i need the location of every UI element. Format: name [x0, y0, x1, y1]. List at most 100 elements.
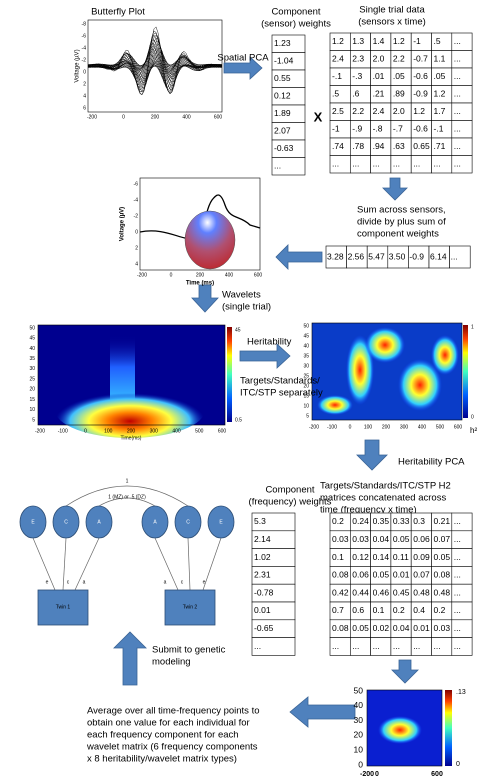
cell-text: 2.2 — [393, 54, 405, 64]
axis-label: Time(ms) — [121, 435, 142, 441]
y-tick-label: 25 — [29, 376, 35, 382]
y-tick-label: 20 — [354, 730, 364, 740]
cell-text: .5 — [332, 89, 339, 99]
colorbar-label: .13 — [456, 689, 466, 696]
y-tick-label: -2 — [134, 213, 139, 219]
table-header: Component — [265, 485, 314, 496]
cell-text: ... — [451, 251, 458, 261]
cell-text: 3.28 — [327, 251, 344, 261]
cell-text: 2.07 — [274, 126, 291, 136]
axis-label: Voltage (µV) — [120, 207, 126, 241]
arrow — [114, 632, 146, 685]
step-label: each frequency component for each — [87, 730, 239, 741]
y-tick-label: 40 — [303, 343, 309, 349]
cell-text: 2.4 — [332, 54, 344, 64]
path-line — [155, 538, 178, 590]
x-tick-label: 0 — [170, 272, 173, 278]
x-tick-label: 500 — [436, 424, 445, 430]
arrow — [383, 178, 407, 200]
cell-text: ... — [434, 159, 441, 169]
cell-text: ... — [454, 641, 461, 651]
cell-text: ... — [454, 534, 461, 544]
path-label: 1 (MZ) or .5 (DZ) — [108, 494, 146, 500]
path-line — [203, 538, 221, 590]
path-label: a — [164, 579, 167, 585]
cell-text: ... — [454, 106, 461, 116]
cell-text: ... — [373, 159, 380, 169]
cell-text: 1.2 — [393, 36, 405, 46]
cell-text: 0.04 — [393, 623, 410, 633]
cell-text: 0.01 — [413, 623, 430, 633]
cell-text: ... — [454, 516, 461, 526]
cell-text: 0.02 — [373, 623, 390, 633]
cell-text: 0.11 — [393, 552, 409, 562]
cell-text: ... — [454, 54, 461, 64]
x-tick-label: 600 — [218, 428, 227, 434]
cell-text: 2.5 — [332, 106, 344, 116]
y-tick-label: 35 — [29, 356, 35, 362]
cell-text: 0.2 — [393, 605, 405, 615]
cell-text: 0.46 — [373, 587, 390, 597]
y-tick-label: 50 — [29, 325, 35, 331]
cell-text: 0.05 — [393, 534, 410, 544]
cell-text: -0.7 — [413, 54, 428, 64]
colorbar-label: 1 — [471, 324, 474, 330]
avg-spot — [378, 716, 422, 744]
y-tick-label: 50 — [354, 685, 364, 695]
cell-text: 0.03 — [352, 534, 369, 544]
cell-text: -0.6 — [413, 124, 428, 134]
cell-text: .78 — [352, 141, 364, 151]
y-tick-label: 4 — [83, 93, 86, 99]
x-tick-label: 400 — [182, 114, 191, 120]
y-tick-label: 6 — [83, 105, 86, 111]
cell-text: 0.14 — [373, 552, 390, 562]
cell-text: 0.35 — [373, 516, 390, 526]
cell-text: 0.05 — [352, 623, 369, 633]
cell-text: ... — [454, 124, 461, 134]
x-tick-label: 200 — [382, 424, 391, 430]
cell-text: 0.2 — [434, 605, 446, 615]
cell-text: -0.65 — [254, 623, 274, 633]
path-label: 1 — [126, 478, 129, 484]
cell-text: 0.55 — [274, 73, 291, 83]
axis-label: Time (ms) — [186, 281, 214, 287]
step-label: ITC/STP separately — [240, 388, 323, 399]
twin-label: Twin 1 — [56, 604, 71, 610]
cell-text: ... — [352, 159, 359, 169]
step-label: (single trial) — [222, 302, 271, 313]
y-tick-label: 5 — [32, 417, 35, 423]
cell-text: 0.03 — [332, 534, 349, 544]
cell-text: -0.78 — [254, 587, 274, 597]
step-label: Submit to genetic — [152, 645, 226, 656]
arrow — [240, 344, 290, 368]
y-tick-label: 35 — [303, 353, 309, 359]
cell-text: 0.08 — [332, 623, 349, 633]
arrow — [192, 285, 218, 312]
cell-text: 0.3 — [413, 516, 425, 526]
cell-text: -1 — [413, 36, 421, 46]
cell-text: .21 — [373, 89, 385, 99]
cell-text: 0.1 — [373, 605, 385, 615]
cell-text: 2.14 — [254, 534, 271, 544]
cell-text: ... — [373, 641, 380, 651]
butterfly-waves — [88, 27, 222, 95]
path-label: e — [46, 579, 49, 585]
y-tick-label: 0 — [135, 229, 138, 235]
x-tick-label: 0 — [349, 424, 352, 430]
y-tick-label: 40 — [354, 700, 364, 710]
cell-text: .05 — [434, 71, 446, 81]
cell-text: 2.56 — [348, 251, 365, 261]
cell-text: 2.4 — [373, 106, 385, 116]
waveform — [88, 33, 222, 95]
step-label: Average over all time-frequency points t… — [87, 706, 260, 717]
y-tick-label: 50 — [303, 323, 309, 329]
y-tick-label: 0 — [83, 69, 86, 75]
cell-text: 0.06 — [352, 570, 369, 580]
x-tick-label: 100 — [104, 428, 113, 434]
arrow — [290, 697, 355, 727]
x-tick-label: 600 — [454, 424, 463, 430]
cell-text: -.1 — [332, 71, 342, 81]
table-header: (sensors x time) — [358, 17, 426, 28]
cell-text: ... — [413, 159, 420, 169]
cell-text: 1.3 — [352, 36, 364, 46]
